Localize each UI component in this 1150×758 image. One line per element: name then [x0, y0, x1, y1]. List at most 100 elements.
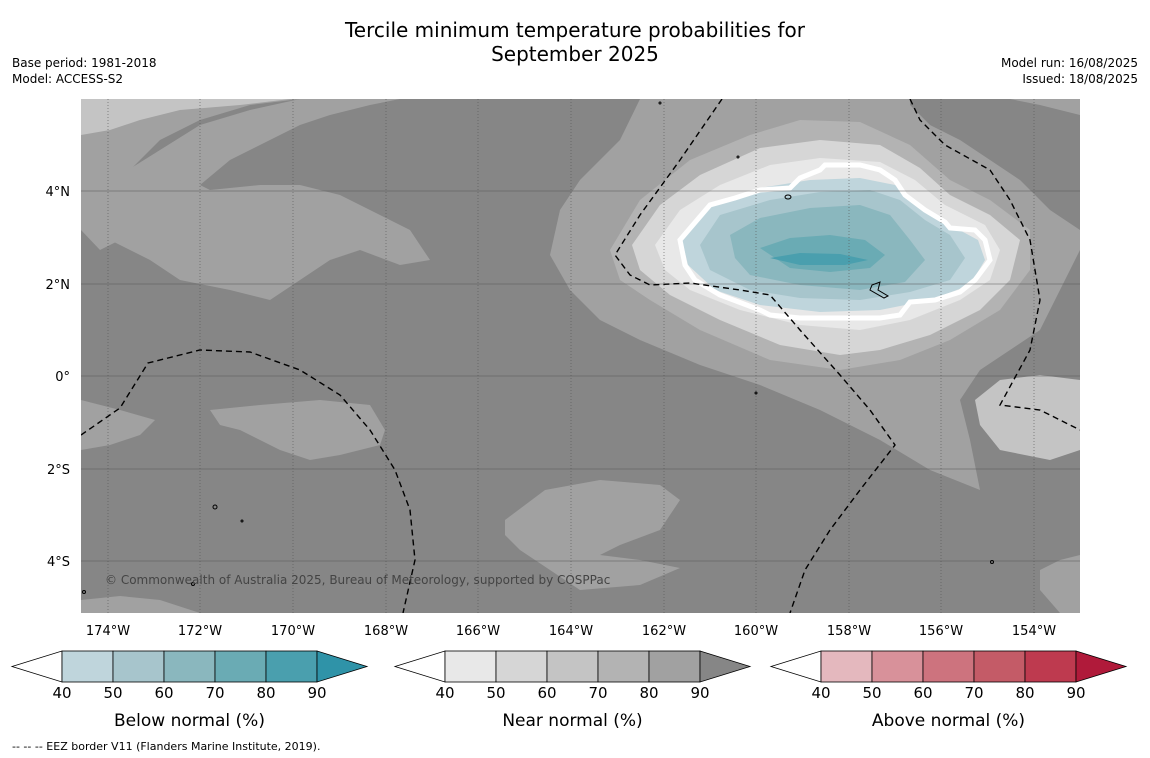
- colorbar-extend-high: [699, 650, 752, 683]
- colorbar-segment: [820, 650, 873, 683]
- shade-near-80-centre-s: [210, 400, 385, 460]
- colorbar-tick-label: 80: [1015, 684, 1034, 702]
- colorbar-segment: [495, 650, 548, 683]
- colorbar-tick-label: 40: [52, 684, 71, 702]
- lat-tick-label: 2°S: [47, 463, 70, 478]
- lon-tick-label: 154°W: [1012, 624, 1056, 639]
- colorbar-segment: [597, 650, 650, 683]
- island-marker: [869, 281, 890, 299]
- eez-borders: [81, 99, 1080, 613]
- shade-near-80-south: [505, 480, 680, 590]
- base-period-text: Base period: 1981-2018: [12, 56, 157, 70]
- colorbar-segment: [112, 650, 165, 683]
- shade-near-80-sw-bottom: [81, 596, 200, 613]
- chart-title: Tercile minimum temperature probabilitie…: [0, 18, 1150, 66]
- lat-tick-label: 2°N: [46, 278, 71, 293]
- title-line-2: September 2025: [491, 42, 659, 66]
- colorbar-extend-low: [769, 650, 822, 683]
- colorbar-label: Below normal (%): [114, 711, 265, 731]
- island-marker: [784, 194, 792, 200]
- lon-tick-label: 156°W: [919, 624, 963, 639]
- map-plot-area: © Commonwealth of Australia 2025, Bureau…: [81, 99, 1080, 613]
- title-line-1: Tercile minimum temperature probabilitie…: [344, 18, 806, 42]
- colorbar-label: Near normal (%): [502, 711, 642, 731]
- lon-tick-label: 164°W: [549, 624, 593, 639]
- shade-near-80-sw: [81, 400, 155, 450]
- lon-tick-label: 166°W: [456, 624, 500, 639]
- white-contour: [677, 162, 993, 321]
- colorbar-segment: [444, 650, 497, 683]
- lat-tick-label: 4°S: [47, 555, 70, 570]
- shade-near-70-nw: [81, 99, 290, 135]
- island-marker: [990, 560, 994, 564]
- eez-footnote: -- -- -- EEZ border V11 (Flanders Marine…: [12, 740, 321, 753]
- colorbar-tick-label: 60: [913, 684, 932, 702]
- shade-near-70-se: [975, 375, 1080, 460]
- colorbar-segment: [61, 650, 114, 683]
- colorbar-tick-label: 80: [639, 684, 658, 702]
- meta-left: Base period: 1981-2018 Model: ACCESS-S2: [12, 55, 157, 87]
- lon-tick-label: 168°W: [364, 624, 408, 639]
- colorbar-tick-label: 50: [486, 684, 505, 702]
- lat-gridlines: [81, 190, 1080, 562]
- colorbar-segment: [546, 650, 599, 683]
- colorbar-tick-label: 60: [537, 684, 556, 702]
- island-marker: [240, 519, 244, 523]
- lon-tick-label: 162°W: [642, 624, 686, 639]
- shade-near-80-nw: [81, 99, 430, 300]
- colorbar-extend-low: [393, 650, 446, 683]
- lat-tick-labels: 4°N 2°N 0° 2°S 4°S: [46, 185, 71, 570]
- lat-tick-label: 0°: [55, 370, 70, 385]
- colorbar-segment: [163, 650, 216, 683]
- colorbar: 40 50 60 70 80 90 Near normal (%): [393, 650, 752, 731]
- island-marker: [82, 590, 86, 594]
- colorbar-tick-label: 80: [256, 684, 275, 702]
- colorbar-tick-label: 70: [588, 684, 607, 702]
- issued-text: Issued: 18/08/2025: [1022, 72, 1138, 86]
- shade-below-80: [770, 253, 868, 265]
- colorbar-tick-label: 50: [862, 684, 881, 702]
- colorbars: 40 50 60 70 80 90 Below normal (%) 40 50 60 70 80 90…: [10, 650, 1128, 731]
- colorbar-tick-label: 40: [811, 684, 830, 702]
- colorbar: 40 50 60 70 80 90 Below normal (%): [10, 650, 369, 731]
- colorbar-segment: [973, 650, 1026, 683]
- lon-tick-labels: 174°W 172°W 170°W 168°W 166°W 164°W 162°W 160°W…: [86, 624, 1056, 639]
- colorbar-extend-high: [1075, 650, 1128, 683]
- lon-tick-label: 170°W: [271, 624, 315, 639]
- lon-tick-label: 174°W: [86, 624, 130, 639]
- colorbar-segment: [922, 650, 975, 683]
- shade-near-80-se: [1040, 555, 1080, 613]
- islands: [82, 101, 994, 594]
- colorbar-segment: [1024, 650, 1077, 683]
- meta-right: Model run: 16/08/2025 Issued: 18/08/2025: [1001, 55, 1138, 87]
- lon-tick-label: 172°W: [178, 624, 222, 639]
- lat-tick-label: 4°N: [46, 185, 71, 200]
- colorbar-segment: [265, 650, 318, 683]
- island-marker: [754, 391, 758, 395]
- colorbar-tick-label: 70: [205, 684, 224, 702]
- lon-tick-label: 158°W: [827, 624, 871, 639]
- island-marker: [736, 155, 740, 159]
- colorbar-tick-label: 50: [103, 684, 122, 702]
- island-marker: [191, 582, 195, 586]
- island-marker: [658, 101, 662, 105]
- colorbar-tick-label: 90: [1066, 684, 1085, 702]
- colorbar-extend-low: [10, 650, 63, 683]
- island-marker: [212, 504, 218, 510]
- colorbar-tick-label: 60: [154, 684, 173, 702]
- colorbar-segment: [214, 650, 267, 683]
- shade-near-80-east-edge: [910, 99, 1080, 115]
- colorbar-segment: [871, 650, 924, 683]
- lon-tick-label: 160°W: [734, 624, 778, 639]
- colorbar: 40 50 60 70 80 90 Above normal (%): [769, 650, 1128, 731]
- model-run-text: Model run: 16/08/2025: [1000, 56, 1138, 70]
- colorbar-label: Above normal (%): [872, 711, 1025, 731]
- colorbar-tick-label: 90: [307, 684, 326, 702]
- colorbar-extend-high: [316, 650, 369, 683]
- colorbar-tick-label: 70: [964, 684, 983, 702]
- colorbar-tick-label: 40: [435, 684, 454, 702]
- copyright-text: © Commonwealth of Australia 2025, Bureau…: [105, 573, 610, 587]
- colorbar-segment: [648, 650, 701, 683]
- colorbar-tick-label: 90: [690, 684, 709, 702]
